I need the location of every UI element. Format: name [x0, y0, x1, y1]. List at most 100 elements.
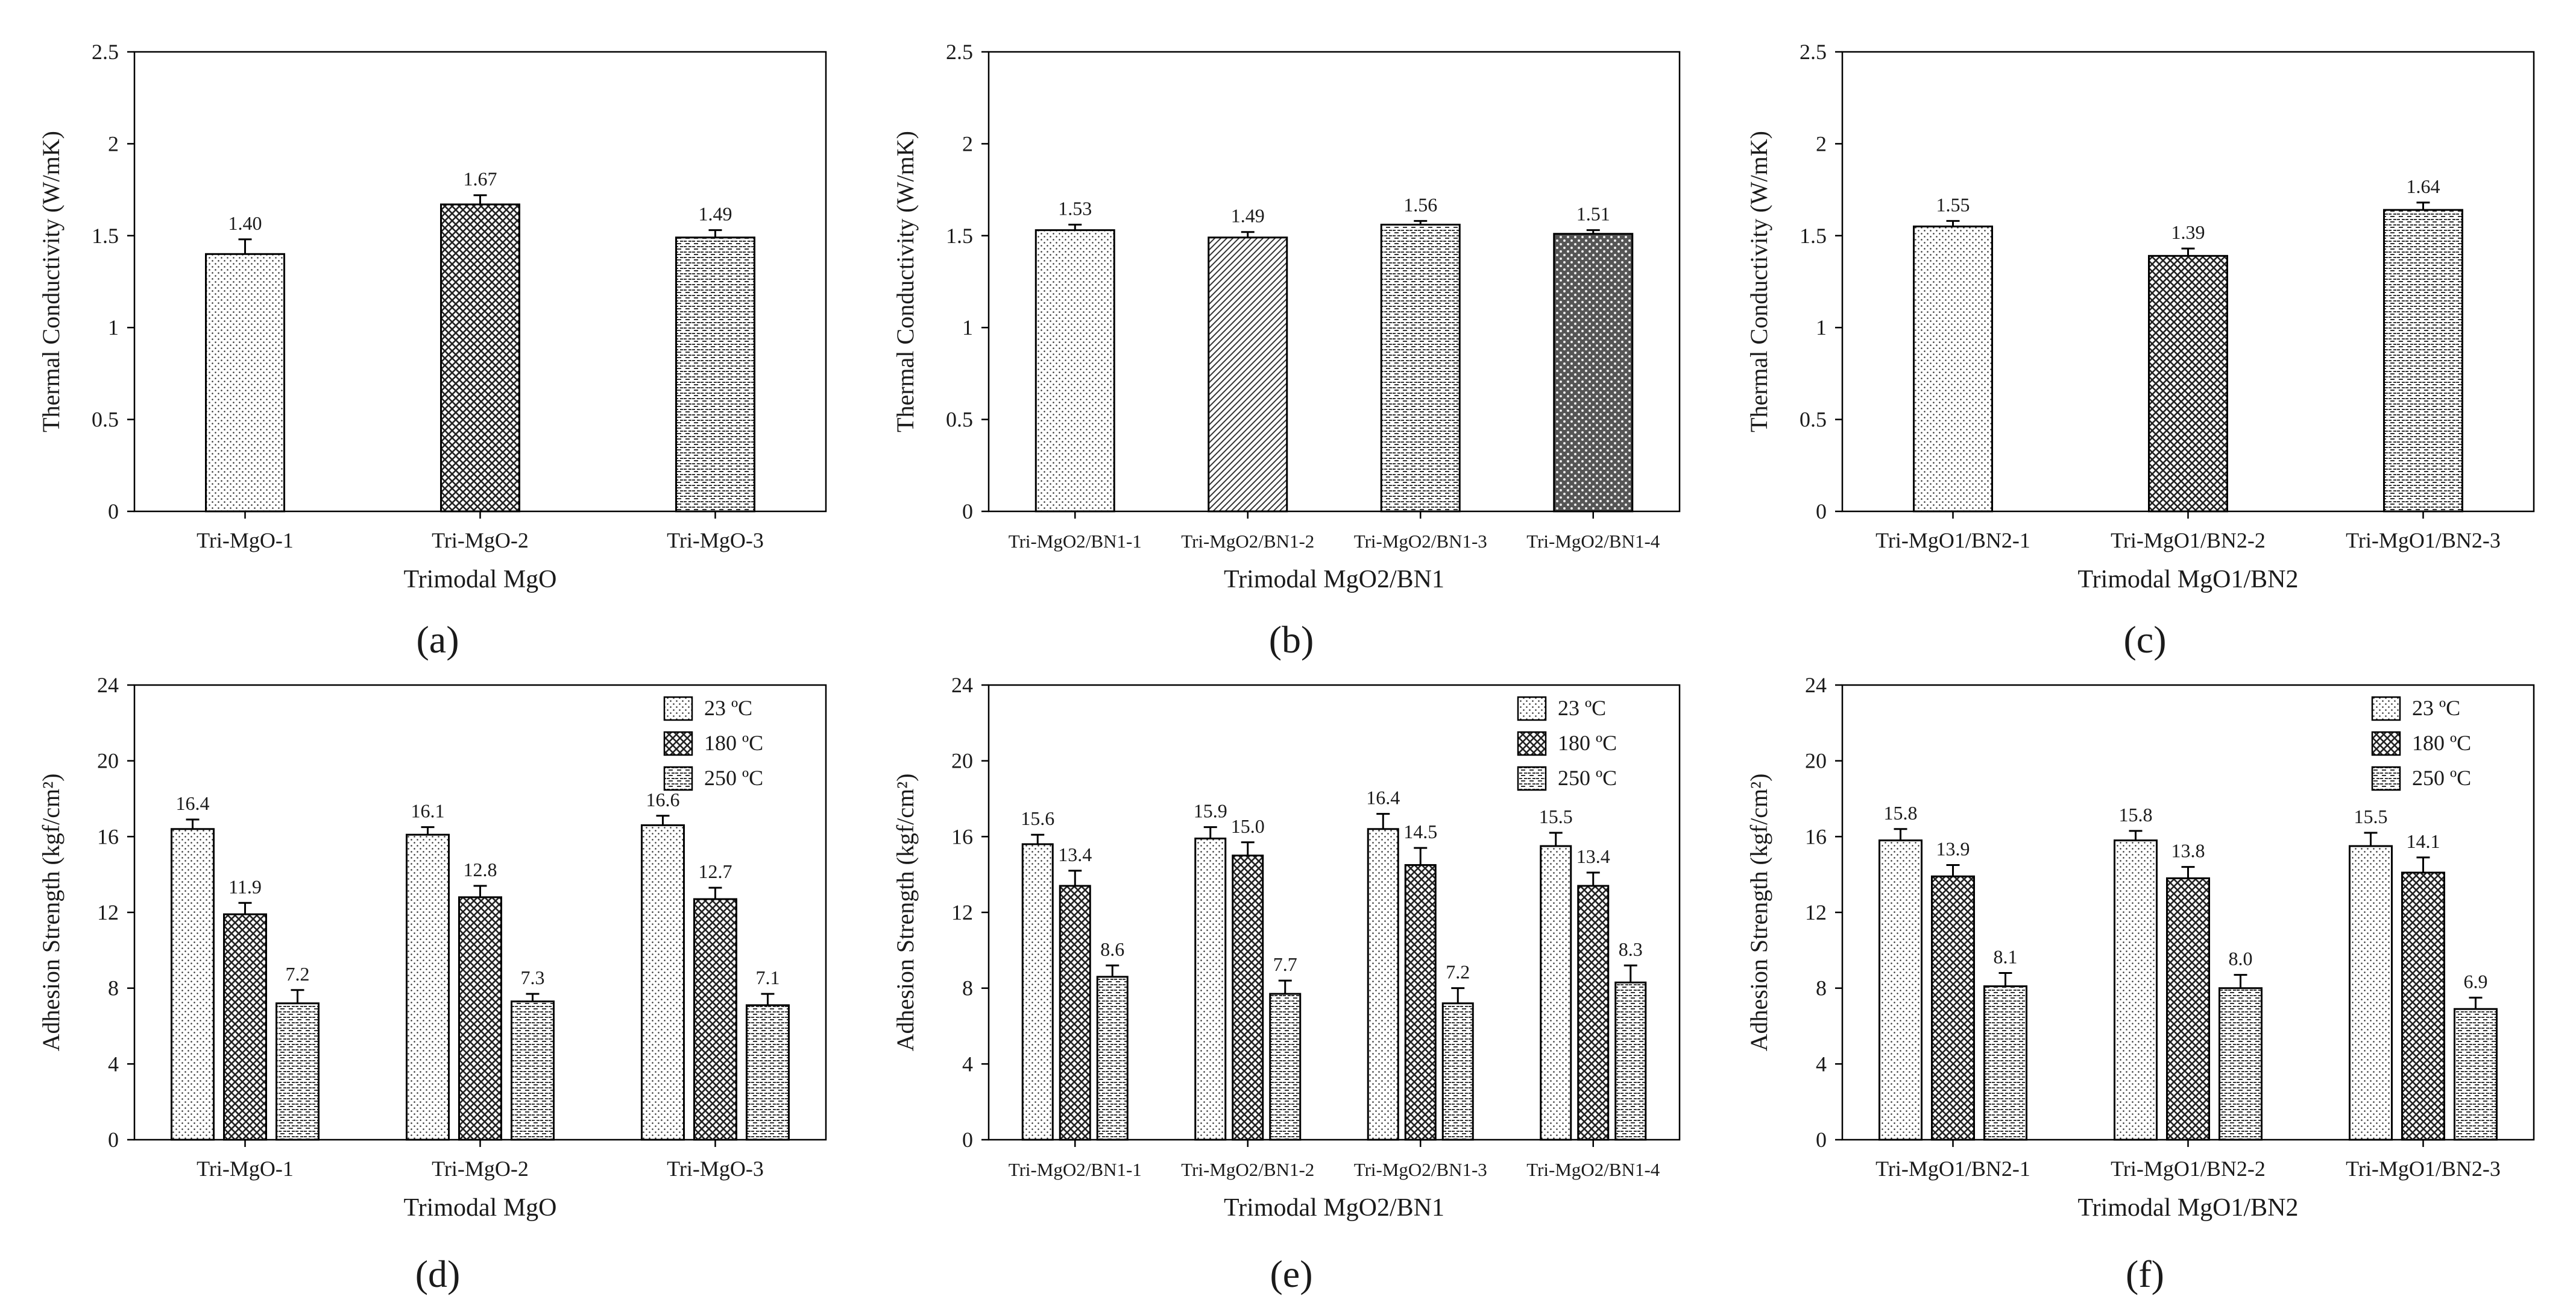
data-label: 7.2 [1446, 961, 1470, 983]
y-tick-label: 16 [951, 824, 973, 848]
category-label: Tri-MgO2/BN1-2 [1181, 1159, 1314, 1180]
data-label: 7.3 [521, 967, 545, 988]
y-tick-label: 4 [962, 1052, 973, 1076]
bar [2148, 254, 2228, 513]
legend-label: 23 ºC [704, 696, 752, 720]
category-label: Tri-MgO-2 [432, 1157, 529, 1181]
bar [675, 236, 755, 513]
y-tick-label: 20 [1805, 749, 1827, 773]
bar [205, 253, 286, 513]
panel-label-f: (f) [2126, 1252, 2164, 1295]
bar [276, 1002, 320, 1141]
x-axis-title: Trimodal MgO2/BN1 [1224, 566, 1444, 593]
y-tick-label: 2 [108, 131, 119, 156]
data-label: 13.4 [1576, 845, 1610, 867]
panel-label-c: (c) [2123, 618, 2166, 661]
y-tick-label: 1.5 [92, 224, 119, 248]
panel-label-e: (e) [1270, 1252, 1312, 1295]
y-tick-label: 8 [1816, 976, 1827, 1000]
y-tick-label: 0 [962, 499, 973, 523]
category-label: Tri-MgO2/BN1-1 [1009, 531, 1142, 552]
bar [640, 824, 685, 1141]
data-label: 1.67 [464, 168, 497, 190]
data-label: 8.3 [1619, 938, 1643, 960]
x-axis-title: Trimodal MgO [404, 1194, 557, 1222]
data-label: 1.39 [2171, 221, 2205, 243]
y-tick-label: 0.5 [1800, 408, 1827, 432]
data-label: 6.9 [2463, 970, 2487, 992]
legend-swatch [663, 731, 693, 756]
bar [406, 833, 450, 1141]
data-label: 15.9 [1194, 800, 1227, 822]
category-label: Tri-MgO-3 [667, 1157, 764, 1181]
data-label: 16.1 [411, 800, 445, 822]
y-tick-label: 20 [97, 749, 119, 773]
y-tick-label: 2 [962, 131, 973, 156]
panel-c: (c) 0 0.5 1 1.5 2 2.5 Thermal Conductivity (W/… [1745, 40, 2535, 661]
y-axis-title: Thermal Conductivity (W/mK) [37, 131, 65, 432]
x-axis-title: Trimodal MgO2/BN1 [1224, 1194, 1444, 1222]
legend-label: 250 ºC [704, 766, 763, 790]
legend-label: 23 ºC [2412, 696, 2460, 720]
legend-swatch [2371, 696, 2401, 721]
bar [1404, 864, 1437, 1141]
y-tick-label: 1 [1816, 315, 1827, 340]
legend-swatch [2371, 731, 2401, 756]
y-axis-title: Adhesion Strength (kgf/cm²) [892, 774, 919, 1052]
bar [223, 913, 268, 1141]
legend-swatch [663, 696, 693, 721]
y-tick-label: 12 [1805, 900, 1827, 924]
bar [1021, 843, 1054, 1141]
data-label: 1.40 [228, 212, 262, 234]
panel-label-a: (a) [416, 618, 459, 661]
legend-swatch [1517, 696, 1547, 721]
bar [1367, 828, 1399, 1141]
y-tick-label: 2.5 [1800, 40, 1827, 64]
category-label: Tri-MgO1/BN2-3 [2346, 1157, 2501, 1181]
y-tick-label: 0 [962, 1128, 973, 1152]
bar [1034, 229, 1115, 513]
data-label: 15.5 [2354, 806, 2387, 827]
y-tick-label: 0 [1816, 1128, 1827, 1152]
data-label: 13.9 [1936, 838, 1970, 859]
data-label: 8.6 [1100, 938, 1124, 960]
bar [1208, 236, 1288, 513]
panel-f: (f) 0 4 8 12 16 20 24 Adhesion Strength (kgf/cm… [1745, 673, 2535, 1295]
bar [2382, 209, 2463, 513]
x-axis-title: Trimodal MgO1/BN2 [2077, 566, 2298, 593]
bar [745, 1004, 790, 1141]
panel-label-b: (b) [1269, 618, 1314, 661]
data-label: 16.6 [646, 789, 679, 810]
category-label: Tri-MgO2/BN1-3 [1354, 531, 1487, 552]
y-tick-label: 0.5 [946, 408, 973, 432]
bar [1913, 226, 1994, 513]
y-tick-label: 16 [1805, 824, 1827, 848]
category-label: Tri-MgO2/BN1-3 [1354, 1159, 1487, 1180]
legend-label: 180 ºC [1558, 731, 1617, 755]
bar [1232, 854, 1264, 1141]
data-label: 1.64 [2406, 175, 2440, 197]
legend-swatch [1517, 731, 1547, 756]
bar [1614, 981, 1647, 1141]
data-label: 13.4 [1058, 844, 1092, 865]
bar [1540, 845, 1572, 1141]
y-tick-label: 8 [108, 976, 119, 1000]
y-tick-label: 1.5 [1800, 224, 1827, 248]
panel-a: (a) 0 0.5 1 1.5 2 2.5 Thermal Conductivity (W/… [37, 40, 827, 661]
data-label: 11.9 [228, 876, 262, 897]
bar [1878, 839, 1923, 1141]
category-label: Tri-MgO1/BN2-2 [2111, 528, 2266, 552]
data-label: 1.53 [1058, 198, 1092, 220]
y-tick-label: 24 [1805, 673, 1827, 697]
y-tick-label: 16 [97, 824, 119, 848]
data-label: 12.7 [698, 861, 732, 882]
bar [511, 1000, 555, 1141]
bar [1983, 985, 2028, 1141]
y-axis-title: Thermal Conductivity (W/mK) [892, 131, 919, 432]
y-tick-label: 2.5 [92, 40, 119, 64]
panel-label-d: (d) [415, 1252, 461, 1295]
bar [440, 203, 520, 513]
bar [2114, 839, 2158, 1141]
y-tick-label: 2.5 [946, 40, 973, 64]
